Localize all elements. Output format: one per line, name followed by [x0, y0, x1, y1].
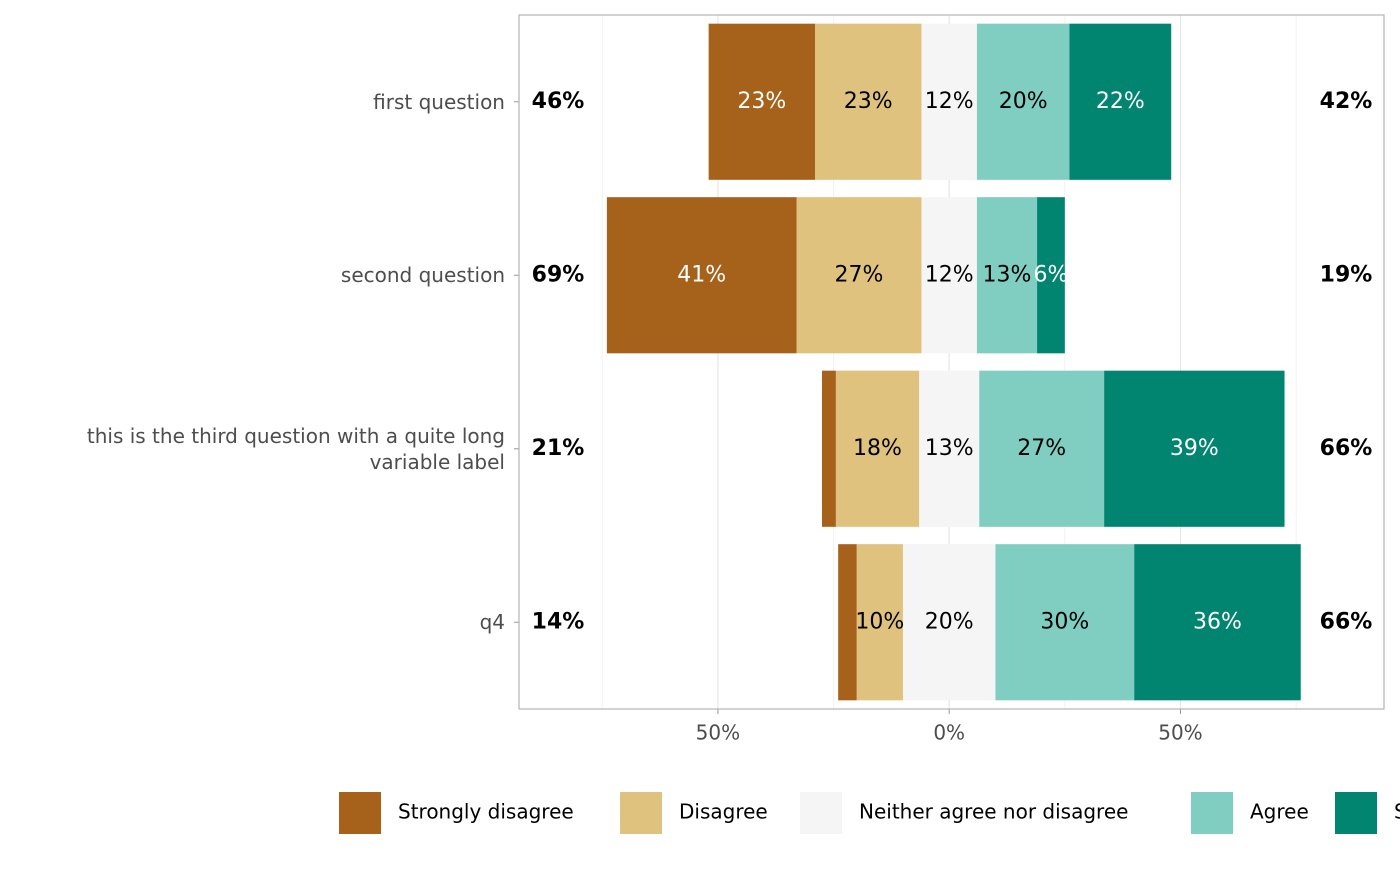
legend-label: Strongly agree [1394, 800, 1400, 824]
bar-segment [995, 544, 1135, 701]
legend-label: Strongly disagree [398, 800, 574, 824]
panel-border [518, 14, 1385, 710]
y-tick-label: second question [340, 263, 505, 288]
value-label: 23% [844, 89, 893, 114]
right-total: 19% [1320, 262, 1373, 287]
bar-segment [919, 370, 980, 527]
legend-swatch [339, 792, 381, 834]
legend-swatch [620, 792, 662, 834]
x-tick-label: 50% [696, 721, 740, 745]
right-total: 66% [1320, 436, 1373, 461]
value-label: 10% [855, 609, 904, 634]
value-label: 6% [1033, 262, 1068, 287]
value-label: 27% [1017, 436, 1066, 461]
left-total: 14% [532, 609, 585, 634]
value-label: 36% [1193, 609, 1242, 634]
value-label: 22% [1096, 89, 1145, 114]
bar-segment [838, 544, 857, 701]
value-label: 12% [925, 262, 974, 287]
bar-segment [815, 23, 922, 180]
value-label: 20% [925, 609, 974, 634]
left-total: 21% [532, 436, 585, 461]
bar-segment [1104, 370, 1285, 527]
bar-segment [1069, 23, 1172, 180]
legend-label: Agree [1250, 800, 1309, 824]
x-tick-label: 0% [933, 721, 965, 745]
left-total: 46% [532, 89, 585, 114]
left-total: 69% [532, 262, 585, 287]
value-label: 23% [737, 89, 786, 114]
bar-segment [902, 544, 996, 701]
x-tick-label: 50% [1158, 721, 1202, 745]
bar-segment [921, 23, 977, 180]
value-label: 13% [983, 262, 1032, 287]
bar-segment [856, 544, 903, 701]
bar-segment [979, 370, 1105, 527]
right-total: 42% [1320, 89, 1373, 114]
bar-segment [835, 370, 920, 527]
value-label: 39% [1170, 436, 1219, 461]
value-label: 12% [925, 89, 974, 114]
bar-segment [606, 197, 797, 354]
bar-segment [821, 370, 836, 527]
bar-segment [921, 197, 977, 354]
bar-segment [976, 23, 1070, 180]
value-label: 41% [677, 262, 726, 287]
legend-swatch [1335, 792, 1377, 834]
bar-segment [976, 197, 1038, 354]
legend-swatch [800, 792, 842, 834]
value-label: 13% [925, 436, 974, 461]
right-total: 66% [1320, 609, 1373, 634]
value-label: 27% [835, 262, 884, 287]
bar-segment [1037, 197, 1065, 354]
value-label: 18% [853, 436, 902, 461]
y-tick-label: q4 [479, 610, 505, 635]
value-label: 20% [999, 89, 1048, 114]
y-tick-label: this is the third question with a quite … [86, 423, 505, 474]
legend-label: Neither agree nor disagree [859, 800, 1128, 824]
bar-segment [796, 197, 922, 354]
value-label: 30% [1040, 609, 1089, 634]
bar-segment [708, 23, 816, 180]
legend-swatch [1191, 792, 1233, 834]
legend-label: Disagree [679, 800, 768, 824]
y-tick-label: first question [373, 89, 505, 114]
bar-segment [1134, 544, 1301, 701]
